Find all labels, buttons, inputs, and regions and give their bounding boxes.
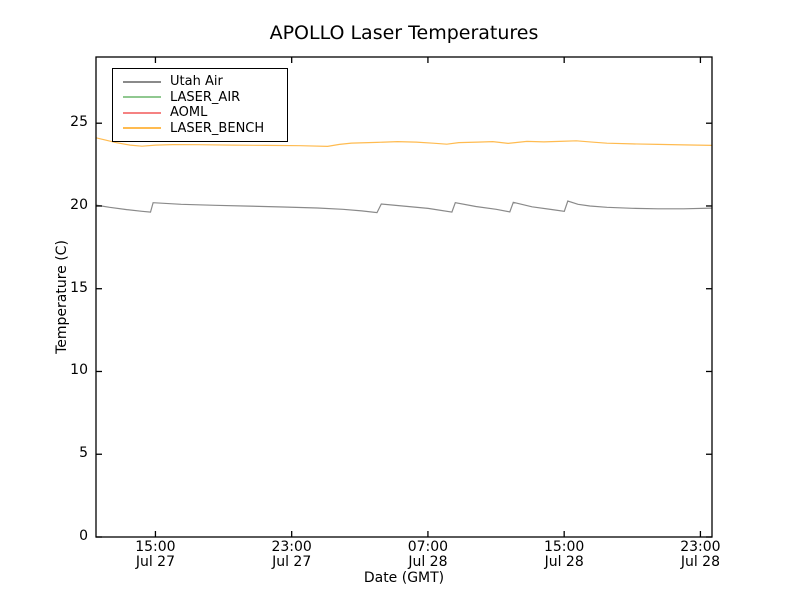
legend: Utah Air LASER_AIR AOML LASER_BENCH [112, 68, 288, 142]
x-tick-date: Jul 28 [544, 554, 584, 570]
y-tick-label-5: 5 [79, 445, 88, 462]
x-tick-label-23-00-jul-28: 23:00 Jul 28 [655, 540, 745, 570]
y-tick-label-10: 10 [70, 362, 88, 379]
legend-item-laser-bench: LASER_BENCH [123, 121, 283, 137]
legend-label-utah-air: Utah Air [170, 74, 223, 90]
x-tick-label-15-00-jul-28: 15:00 Jul 28 [519, 540, 609, 570]
x-tick-time: 23:00 [680, 539, 721, 555]
legend-swatch-laser-bench [123, 127, 161, 130]
x-tick-time: 07:00 [407, 539, 449, 555]
legend-item-aoml: AOML [123, 105, 283, 121]
legend-label-laser-bench: LASER_BENCH [170, 120, 265, 136]
axes-frame [95, 56, 713, 538]
x-tick-time: 15:00 [543, 539, 585, 555]
legend-item-laser-air: LASER_AIR [123, 90, 283, 106]
x-tick-date: Jul 28 [408, 554, 448, 570]
x-tick-date: Jul 27 [272, 554, 312, 570]
x-tick-label-15-00-jul-27: 15:00 Jul 27 [110, 540, 200, 570]
x-tick-time: 15:00 [135, 539, 176, 555]
series-line-laser-bench [95, 137, 713, 148]
legend-swatch-aoml [123, 111, 161, 114]
legend-label-laser-air: LASER_AIR [170, 89, 241, 105]
y-tick-label-20: 20 [70, 196, 88, 213]
series-line-utah-air [95, 200, 713, 214]
y-tick-label-15: 15 [70, 279, 88, 296]
legend-swatch-utah-air [123, 80, 161, 83]
legend-item-utah-air: Utah Air [123, 74, 283, 90]
x-tick-date: Jul 27 [135, 554, 175, 570]
x-tick-label-07-00-jul-28: 07:00 Jul 28 [383, 540, 473, 570]
x-tick-label-23-00-jul-27: 23:00 Jul 27 [247, 540, 337, 570]
legend-label-aoml: AOML [170, 105, 208, 121]
legend-swatch-laser-air [123, 96, 161, 99]
x-tick-time: 23:00 [271, 539, 312, 555]
y-tick-label-0: 0 [79, 528, 88, 544]
chart-title: APOLLO Laser Temperatures [269, 22, 539, 44]
x-axis-label: Date (GMT) [363, 570, 445, 586]
y-tick-label-25: 25 [70, 114, 88, 131]
x-tick-date: Jul 28 [680, 554, 720, 570]
